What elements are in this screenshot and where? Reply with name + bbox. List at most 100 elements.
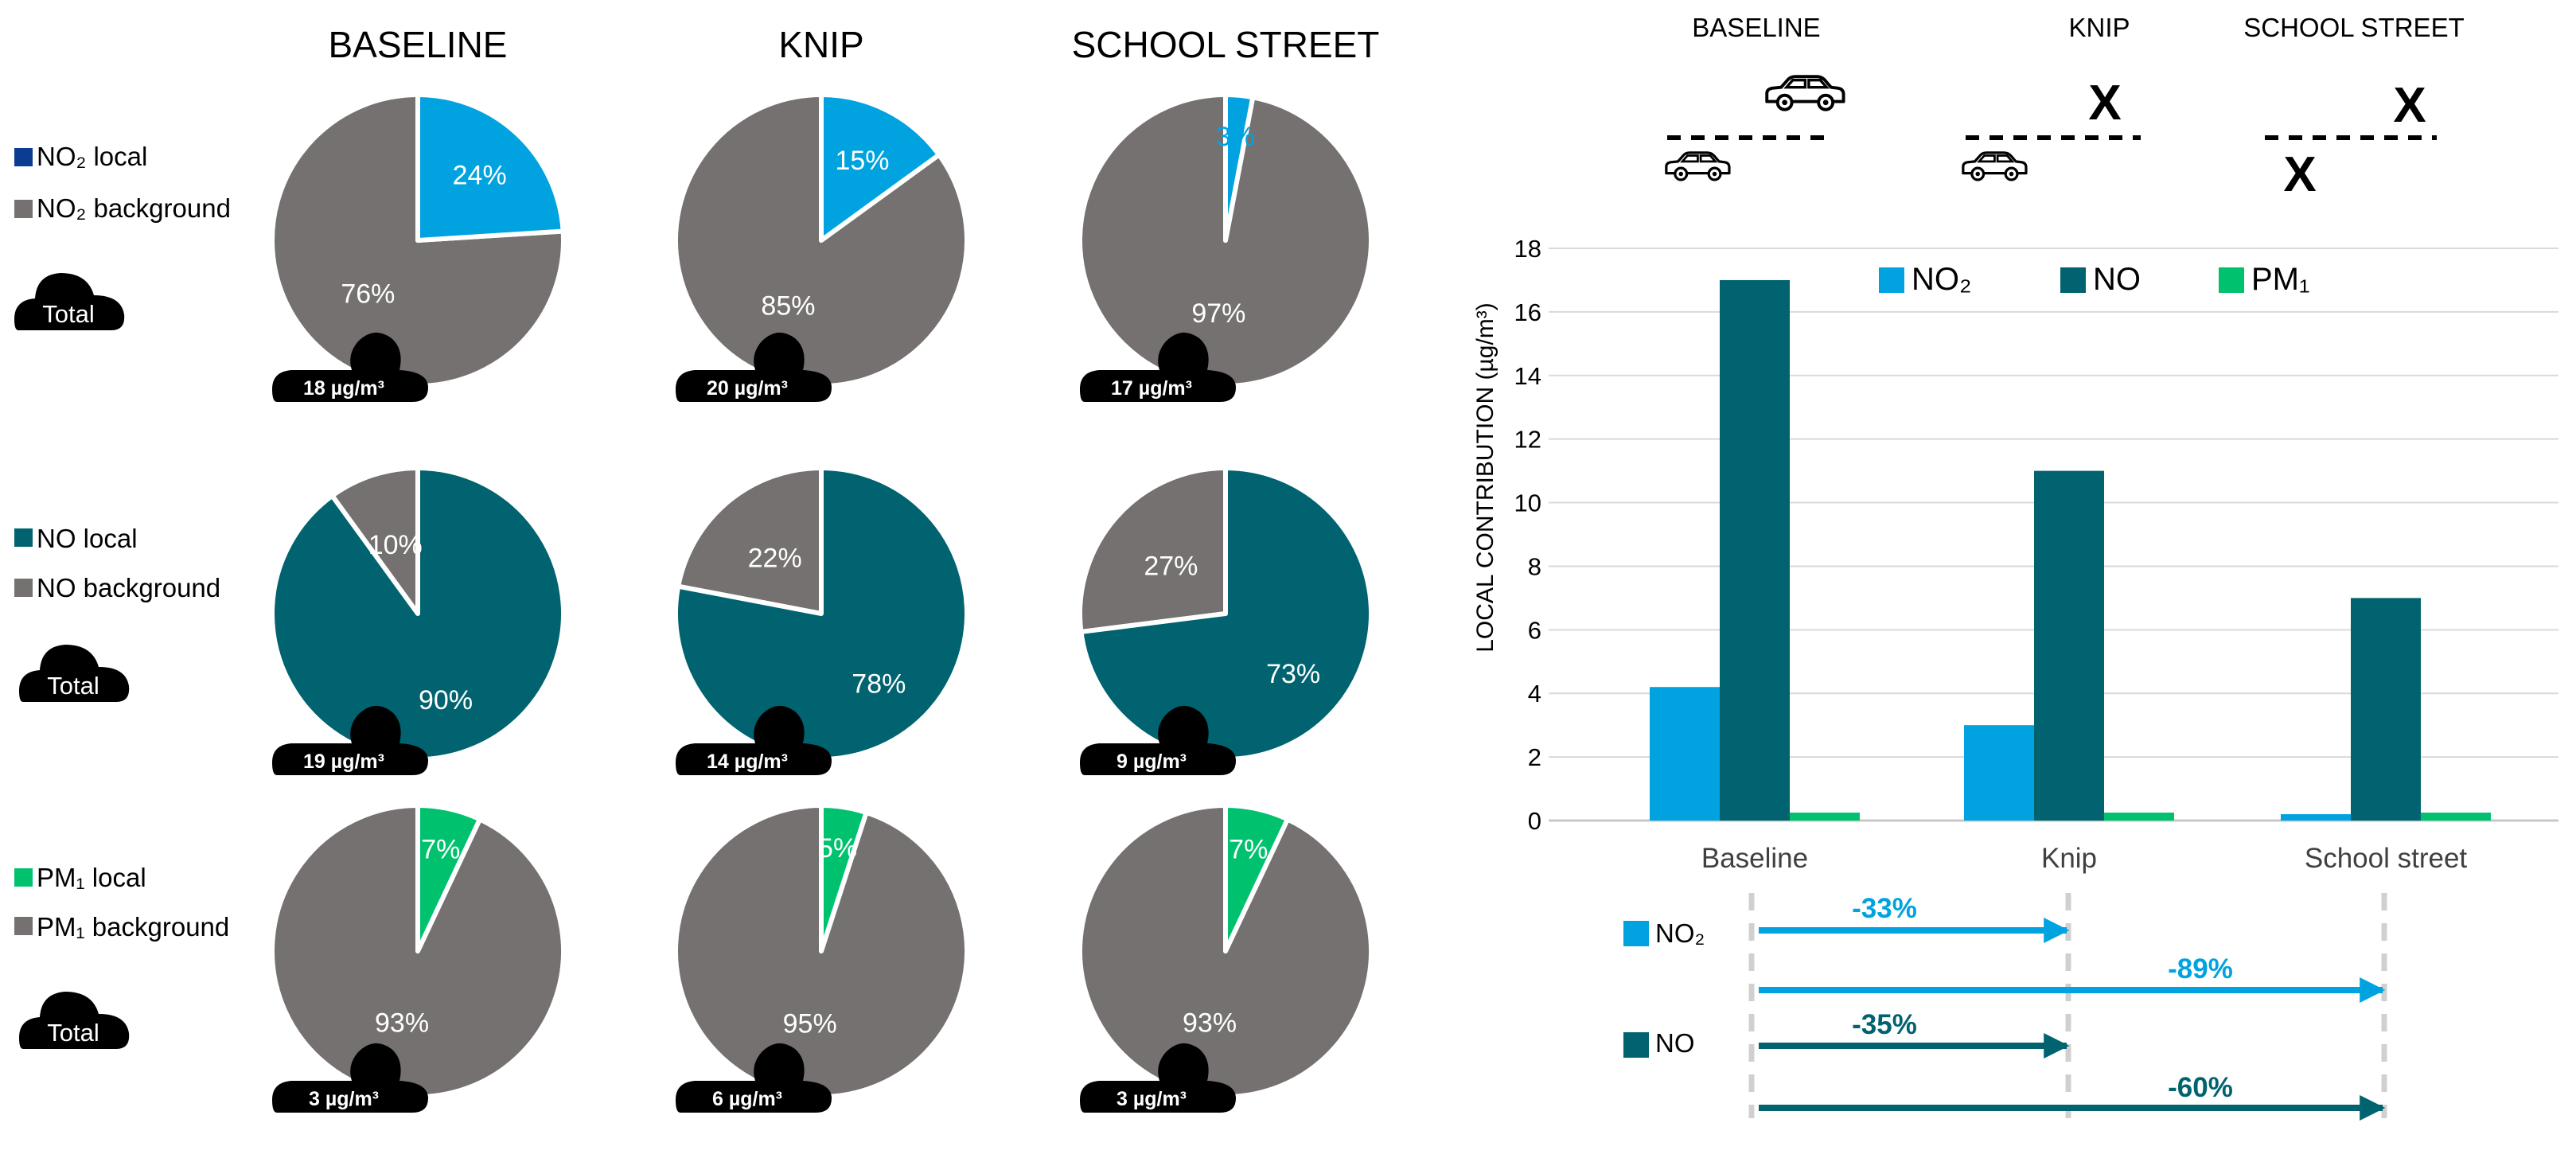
- x-tick-label-knip: Knip: [2041, 843, 2097, 874]
- legend-swatch-pm1-background: [14, 917, 33, 935]
- scenario-school-street: X X: [2265, 78, 2437, 202]
- pie-chart-grid: BASELINE KNIP SCHOOL STREET NO₂ local NO…: [14, 24, 1379, 1113]
- pie-total-pm1-school-street: 3 µg/m³: [1117, 1088, 1187, 1110]
- total-cloud-icon: 20 µg/m³: [676, 332, 832, 402]
- legend-swatch-no2: [1623, 921, 1649, 946]
- legend-label-pm1: PM₁: [2251, 262, 2310, 297]
- legend-swatch-pm1-local: [14, 868, 33, 887]
- legend-swatch-no-local: [14, 528, 33, 547]
- scenario-knip: X: [1962, 76, 2141, 181]
- bar-no-baseline: [1720, 279, 1790, 821]
- pie-row-pm1: PM₁ local PM₁ background Total 7% 93% 3 µg…: [14, 803, 1374, 1113]
- y-tick-label: 10: [1514, 489, 1541, 517]
- legend-no-local: NO local: [37, 524, 138, 553]
- total-cloud-icon: 6 µg/m³: [676, 1043, 832, 1113]
- reduction-label-no-knip: -35%: [1852, 1009, 1917, 1040]
- column-header-knip: KNIP: [778, 24, 863, 65]
- reduction-arrows: NO₂ NO -33% -89% -35% -60%: [1623, 893, 2387, 1121]
- reduction-label-no2-knip: -33%: [1852, 893, 1917, 924]
- legend-swatch-no: [2060, 267, 2086, 293]
- pie-label-pm1-background-baseline: 93%: [375, 1008, 429, 1038]
- legend-label-no2: NO₂: [1912, 262, 1972, 297]
- car-icon: [1962, 151, 2028, 181]
- local-contribution-bar-chart: 0 2 4 6 8 10 12 14 16 18 Baseline Knip School stree…: [1472, 235, 2558, 874]
- bar-no2-school-street: [2281, 814, 2351, 821]
- legend-label-no: NO: [2093, 262, 2141, 297]
- y-tick-label: 2: [1528, 743, 1541, 771]
- scenario-baseline: [1665, 75, 1845, 181]
- pie-slice-no2-local-school-street: [1223, 92, 1256, 243]
- y-tick-label: 8: [1528, 552, 1541, 580]
- legend-swatch-pm1: [2219, 267, 2244, 293]
- bar-no-school-street: [2351, 598, 2421, 821]
- bar-no2-knip: [1964, 725, 2034, 821]
- pie-slice-no-background-school-street: [1077, 466, 1228, 634]
- pie-label-pm1-background-knip: 95%: [783, 1008, 837, 1039]
- legend-swatch-no2-local: [14, 148, 33, 166]
- pie-label-no-background-knip: 22%: [748, 543, 802, 573]
- column-header-school-street: SCHOOL STREET: [1072, 24, 1380, 65]
- pie-slice-no2-local-knip: [819, 92, 942, 243]
- pie-slice-no-local-baseline: [270, 466, 566, 762]
- y-tick-label: 6: [1528, 616, 1541, 644]
- pie-label-no-local-baseline: 90%: [419, 685, 473, 715]
- total-cloud-icon: 3 µg/m³: [1080, 1043, 1236, 1113]
- pie-label-no2-local-baseline: 24%: [453, 160, 507, 190]
- pie-total-no-school-street: 9 µg/m³: [1117, 751, 1187, 773]
- bar-pm1-school-street: [2421, 813, 2491, 821]
- pie-slice-pm1-local-knip: [819, 803, 869, 953]
- x-tick-label-baseline: Baseline: [1701, 843, 1808, 874]
- legend-no-background: NO background: [37, 573, 220, 602]
- y-tick-label: 12: [1514, 426, 1541, 454]
- pie-label-no2-background-knip: 85%: [761, 291, 815, 322]
- pie-school-street-no2: 3% 97% 17 µg/m³: [1078, 92, 1374, 402]
- pie-label-no-background-baseline: 10%: [368, 530, 423, 560]
- pie-total-no-baseline: 19 µg/m³: [303, 751, 384, 773]
- y-tick-label: 4: [1528, 680, 1541, 708]
- reduction-label-no2-school-street: -89%: [2168, 953, 2233, 984]
- total-cloud-icon: 18 µg/m³: [272, 332, 428, 402]
- x-tick-label-school-street: School street: [2305, 843, 2468, 874]
- legend-no2-local: NO₂ local: [37, 142, 147, 171]
- pie-slice-pm1-local-baseline: [415, 803, 482, 953]
- pie-total-pm1-knip: 6 µg/m³: [712, 1088, 782, 1110]
- pie-label-no-local-school-street: 73%: [1266, 659, 1320, 689]
- pie-school-street-no: 73% 27% 9 µg/m³: [1077, 466, 1374, 775]
- pie-label-pm1-local-school-street: 7%: [1229, 834, 1268, 864]
- chart-legend: NO₂ NO PM₁: [1879, 262, 2310, 297]
- pie-label-no-local-knip: 78%: [852, 669, 906, 699]
- legend-swatch-no-background: [14, 579, 33, 597]
- pie-row-no2: NO₂ local NO₂ background Total 24% 76% 18 …: [14, 92, 1374, 402]
- legend-swatch-no2-background: [14, 200, 33, 218]
- bars: [1650, 279, 2491, 821]
- legend-pm1-background: PM₁ background: [37, 912, 229, 942]
- total-cloud-icon: 19 µg/m³: [272, 705, 428, 775]
- scenario-header-baseline: BASELINE: [1692, 13, 1820, 42]
- total-label: Total: [47, 1019, 99, 1047]
- legend-no2-background: NO₂ background: [37, 193, 231, 223]
- pie-slice-no2-background-baseline: [270, 92, 566, 388]
- car-icon: [1765, 75, 1845, 111]
- legend-swatch-no2: [1879, 267, 1904, 293]
- reduction-legend-no: NO: [1655, 1028, 1695, 1058]
- pie-total-no2-baseline: 18 µg/m³: [303, 377, 384, 400]
- pie-slice-no-local-knip: [673, 466, 969, 762]
- total-label: Total: [47, 672, 99, 700]
- car-icon: [1665, 151, 1731, 181]
- pie-slice-pm1-local-school-street: [1223, 803, 1290, 953]
- total-cloud-icon: 17 µg/m³: [1080, 332, 1236, 402]
- cross-icon: X: [2088, 76, 2121, 131]
- y-tick-label: 0: [1528, 807, 1541, 835]
- reduction-label-no-school-street: -60%: [2168, 1072, 2233, 1103]
- pie-baseline-no2: 24% 76% 18 µg/m³: [270, 92, 566, 402]
- pie-slice-no-background-knip: [676, 466, 824, 616]
- pie-knip-no2: 15% 85% 20 µg/m³: [673, 92, 969, 402]
- y-axis-ticks: 0 2 4 6 8 10 12 14 16 18: [1514, 235, 1541, 835]
- total-cloud-icon: Total: [19, 992, 130, 1049]
- bar-no-knip: [2034, 470, 2104, 821]
- x-axis-ticks: Baseline Knip School street: [1701, 843, 2468, 874]
- pie-slice-no-background-baseline: [329, 466, 420, 616]
- scenario-header-school-street: SCHOOL STREET: [2243, 13, 2465, 42]
- pie-slice-no2-local-baseline: [415, 92, 566, 243]
